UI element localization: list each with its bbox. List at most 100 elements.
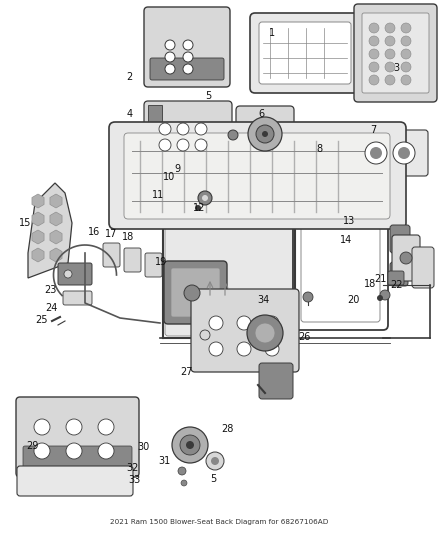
- Text: 32: 32: [126, 463, 138, 473]
- Text: 24: 24: [46, 303, 58, 313]
- FancyBboxPatch shape: [145, 253, 162, 277]
- Text: 33: 33: [129, 475, 141, 484]
- Circle shape: [377, 295, 383, 301]
- FancyBboxPatch shape: [259, 22, 351, 84]
- Circle shape: [178, 467, 186, 475]
- Text: 6: 6: [259, 109, 265, 119]
- Text: 18: 18: [122, 232, 134, 241]
- Text: 15: 15: [19, 218, 32, 228]
- Circle shape: [385, 36, 395, 46]
- Circle shape: [180, 435, 200, 455]
- Circle shape: [400, 252, 412, 264]
- Text: 1: 1: [268, 28, 275, 38]
- Circle shape: [98, 443, 114, 459]
- FancyBboxPatch shape: [16, 397, 139, 477]
- FancyBboxPatch shape: [17, 466, 133, 496]
- Circle shape: [248, 117, 282, 151]
- Text: 7: 7: [370, 125, 376, 135]
- Circle shape: [181, 480, 187, 486]
- Circle shape: [385, 62, 395, 72]
- Circle shape: [237, 342, 251, 356]
- Text: 8: 8: [317, 144, 323, 154]
- Text: 9: 9: [174, 164, 180, 174]
- Circle shape: [369, 75, 379, 85]
- Circle shape: [228, 130, 238, 140]
- FancyBboxPatch shape: [109, 122, 406, 229]
- Circle shape: [64, 270, 72, 278]
- Circle shape: [401, 62, 411, 72]
- FancyBboxPatch shape: [124, 133, 390, 219]
- Circle shape: [369, 36, 379, 46]
- Text: 12: 12: [193, 204, 205, 213]
- Circle shape: [365, 142, 387, 164]
- Polygon shape: [50, 230, 62, 244]
- FancyBboxPatch shape: [392, 235, 420, 281]
- Text: 21: 21: [374, 274, 386, 284]
- Text: 31: 31: [158, 456, 170, 466]
- FancyBboxPatch shape: [362, 13, 429, 93]
- FancyBboxPatch shape: [390, 262, 408, 286]
- Text: 13: 13: [343, 216, 356, 225]
- Text: 14: 14: [340, 236, 352, 245]
- Circle shape: [370, 147, 382, 159]
- Text: 4: 4: [126, 109, 132, 119]
- Text: 16: 16: [88, 227, 100, 237]
- Circle shape: [401, 36, 411, 46]
- Text: 20: 20: [348, 295, 360, 304]
- Circle shape: [177, 123, 189, 135]
- Polygon shape: [32, 194, 44, 208]
- Circle shape: [385, 49, 395, 59]
- Circle shape: [159, 123, 171, 135]
- Circle shape: [159, 139, 171, 151]
- Text: 5: 5: [205, 92, 212, 101]
- Circle shape: [165, 40, 175, 50]
- FancyBboxPatch shape: [63, 291, 92, 305]
- Text: 19: 19: [155, 257, 167, 267]
- FancyBboxPatch shape: [165, 204, 293, 336]
- Polygon shape: [32, 248, 44, 262]
- Circle shape: [385, 75, 395, 85]
- Circle shape: [265, 342, 279, 356]
- FancyBboxPatch shape: [150, 58, 224, 80]
- Circle shape: [209, 316, 223, 330]
- Circle shape: [209, 342, 223, 356]
- Circle shape: [202, 195, 208, 201]
- Circle shape: [195, 139, 207, 151]
- Text: 5: 5: [210, 474, 216, 483]
- FancyBboxPatch shape: [412, 247, 434, 288]
- Circle shape: [183, 52, 193, 62]
- Circle shape: [385, 23, 395, 33]
- FancyBboxPatch shape: [250, 13, 360, 93]
- Circle shape: [303, 292, 313, 302]
- Text: 2021 Ram 1500 Blower-Seat Back Diagram for 68267106AD: 2021 Ram 1500 Blower-Seat Back Diagram f…: [110, 519, 328, 525]
- FancyBboxPatch shape: [144, 7, 230, 87]
- Text: 23: 23: [44, 286, 57, 295]
- FancyBboxPatch shape: [171, 268, 220, 317]
- Circle shape: [165, 52, 175, 62]
- FancyBboxPatch shape: [23, 446, 132, 472]
- Text: 18: 18: [364, 279, 376, 288]
- Text: 29: 29: [26, 441, 39, 451]
- Circle shape: [184, 285, 200, 301]
- FancyBboxPatch shape: [144, 101, 232, 167]
- Text: 25: 25: [35, 315, 48, 325]
- FancyBboxPatch shape: [388, 271, 404, 285]
- FancyBboxPatch shape: [191, 289, 299, 372]
- Circle shape: [66, 443, 82, 459]
- Circle shape: [34, 419, 50, 435]
- Circle shape: [255, 323, 275, 343]
- Circle shape: [177, 139, 189, 151]
- Text: 17: 17: [105, 229, 117, 239]
- Circle shape: [200, 330, 210, 340]
- Circle shape: [398, 147, 410, 159]
- FancyBboxPatch shape: [259, 363, 293, 399]
- Circle shape: [172, 427, 208, 463]
- Circle shape: [401, 49, 411, 59]
- FancyBboxPatch shape: [103, 243, 120, 267]
- FancyBboxPatch shape: [236, 106, 294, 162]
- Text: 3: 3: [393, 63, 399, 72]
- Text: 26: 26: [298, 333, 311, 342]
- Text: 2: 2: [126, 72, 132, 82]
- Text: 30: 30: [138, 442, 150, 451]
- Circle shape: [380, 290, 390, 300]
